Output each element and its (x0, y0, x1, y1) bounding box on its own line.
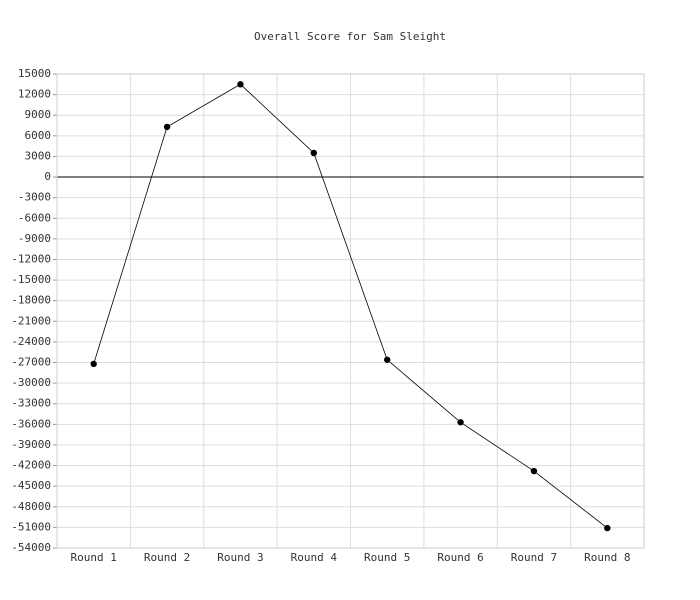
y-tick-label: -3000 (18, 191, 51, 204)
y-tick-label: -24000 (11, 335, 51, 348)
y-tick-label: 15000 (18, 67, 51, 80)
x-tick-label: Round 5 (364, 551, 410, 564)
y-tick-label: -36000 (11, 417, 51, 430)
data-point (530, 467, 538, 475)
y-tick-label: -51000 (11, 520, 51, 533)
y-tick-label: -42000 (11, 459, 51, 472)
y-tick-label: -15000 (11, 273, 51, 286)
y-tick-label: 6000 (25, 129, 52, 142)
series-line (93, 83, 608, 529)
y-tick-label: -48000 (11, 500, 51, 513)
data-point (163, 123, 171, 131)
y-tick-label: -12000 (11, 252, 51, 265)
x-tick-label: Round 2 (144, 551, 190, 564)
x-tick-label: Round 7 (511, 551, 557, 564)
data-point (237, 81, 244, 88)
data-point (457, 419, 464, 426)
x-tick-label: Round 3 (217, 551, 263, 564)
y-tick-label: 0 (44, 170, 51, 183)
y-tick-label: -54000 (11, 541, 51, 554)
x-tick-label: Round 6 (437, 551, 483, 564)
data-point (383, 356, 391, 363)
y-tick-label: 3000 (25, 149, 52, 162)
data-point (90, 360, 97, 368)
x-tick-label: Round 8 (584, 551, 630, 564)
y-tick-label: -39000 (11, 438, 51, 451)
y-tick-label: -45000 (11, 479, 51, 492)
y-tick-label: -27000 (11, 356, 51, 369)
data-point (310, 149, 318, 157)
y-tick-label: -21000 (11, 314, 51, 327)
plot-frame (56, 73, 645, 549)
chart-title: Overall Score for Sam Sleight (254, 30, 446, 43)
y-tick-label: 12000 (18, 88, 51, 101)
y-tick-label: -33000 (11, 397, 51, 410)
y-tick-label: -6000 (18, 211, 51, 224)
data-point (604, 524, 611, 532)
y-tick-label: 9000 (25, 108, 52, 121)
x-tick-label: Round 4 (291, 551, 338, 564)
y-tick-label: -18000 (11, 294, 51, 307)
y-tick-label: -30000 (11, 376, 51, 389)
y-tick-label: -9000 (18, 232, 51, 245)
x-tick-label: Round 1 (71, 551, 117, 564)
